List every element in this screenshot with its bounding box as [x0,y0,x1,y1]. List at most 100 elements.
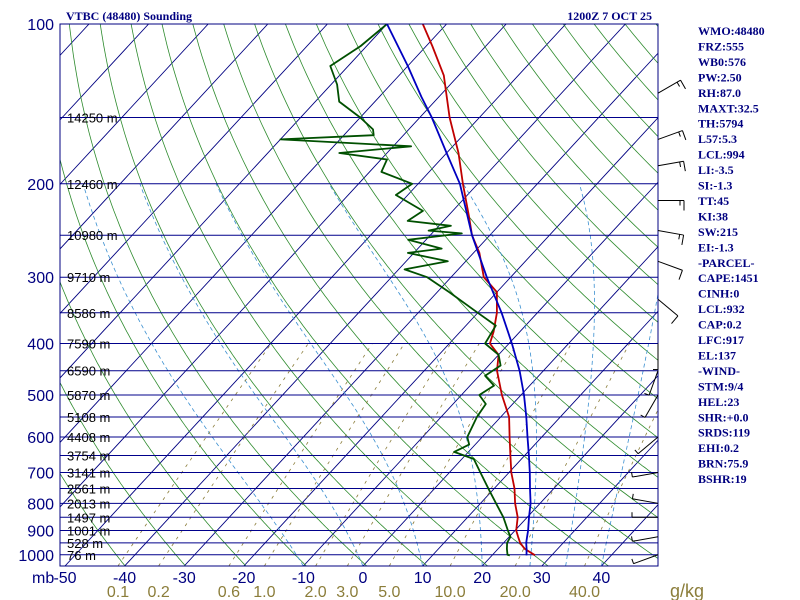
dry-adiabat-line [60,472,126,566]
wind-barb-staff [657,260,683,271]
index-readout: SW:215 [698,225,738,239]
index-readout: BRN:75.9 [698,457,748,471]
wind-barb [631,536,659,542]
wind-barb-half-flag [631,493,634,499]
temperature-tick-label: 30 [533,570,551,587]
moist-adiabat-line [139,183,364,566]
index-readout: HEL:23 [698,395,739,409]
wind-barb-flag [681,130,687,141]
pressure-label: 200 [27,177,54,194]
index-readout: EL:137 [698,348,736,362]
mixing-ratio-line [388,343,518,566]
wind-barb-half-flag [678,234,681,240]
index-readout: LFC:917 [698,333,744,347]
moist-adiabat-line [328,183,483,566]
moist-adiabat-line [462,183,537,566]
isotherm-line [60,24,507,508]
wind-barb-staff [633,554,659,565]
height-label: 6590 m [67,364,110,379]
dry-adiabat-line [161,24,549,566]
wind-barb [640,394,659,418]
pressure-label: 400 [27,337,54,354]
wind-barb-half-flag [640,414,646,418]
dry-adiabat-line [60,157,307,566]
mixing-ratio-unit: g/kg [670,581,704,600]
dry-adiabat-line [779,24,800,566]
background-grid [60,24,800,566]
temperature-tick-label: 40 [593,570,611,587]
wind-barbs [631,79,687,565]
dry-adiabat-line [285,24,658,478]
dry-adiabat-line [68,24,368,566]
dewpoint-profile [279,24,512,557]
isotherm-line [60,24,388,379]
pressure-label: 300 [27,270,54,287]
wind-barb-flag [671,315,679,324]
index-readout: CAP:0.2 [698,318,742,332]
index-readout: -WIND- [698,364,740,378]
isotherm-line [362,246,658,566]
height-label: 5870 m [67,388,110,403]
mixing-ratio-label: 0.6 [218,584,240,600]
mixing-ratio-label: 1.0 [253,584,275,600]
wind-barb-flag [678,270,683,280]
wind-barb-staff [657,298,679,317]
wind-barb [657,130,687,141]
wind-barb-flag [683,161,686,172]
temperature-tick-label: -30 [173,570,196,587]
wind-barb-half-flag [631,472,633,478]
pressure-label: 1000 [18,548,54,565]
height-label: 14250 m [67,110,118,125]
sounding-profiles [279,24,536,557]
dry-adiabat-line [562,24,658,138]
temperature-tick-label: -50 [53,570,76,587]
height-label: 3141 m [67,466,110,481]
height-label: 1497 m [67,510,110,525]
wind-barb-half-flag [634,449,639,455]
dry-adiabat-line [377,24,658,361]
pressure-label: 900 [27,523,54,540]
wind-barb [657,79,686,94]
height-label: 5108 m [67,410,110,425]
isotherm-line [60,24,328,315]
temperature-tick-label: 20 [473,570,491,587]
mixing-ratio-line [158,343,309,566]
mixing-ratio-line [117,343,272,566]
mixing-ratio-label: 0.1 [107,584,129,600]
index-readout: CINH:0 [698,287,739,301]
dry-adiabat-line [192,24,609,566]
moist-adiabat-line [82,183,304,566]
moist-adiabat-line [565,183,595,566]
index-readout: LCL:932 [698,302,745,316]
temperature-tick-label: -10 [292,570,315,587]
height-label: 528 m [67,536,103,551]
wind-barb [653,343,659,371]
index-readout: EI:-1.3 [698,240,734,254]
wind-barb-staff [648,370,659,396]
isotherm-line [541,439,658,566]
height-label: 4408 m [67,430,110,445]
height-label: 9710 m [67,270,110,285]
wind-barb-half-flag [631,536,633,542]
wind-barb-half-flag [631,558,635,564]
wind-barb [631,472,659,478]
index-readout: -PARCEL- [698,256,754,270]
wind-barb [634,436,659,455]
isotherm-line [60,24,447,444]
height-label: 76 m [67,548,96,563]
index-readout: LI:-3.5 [698,163,734,177]
height-label: 2013 m [67,496,110,511]
index-readout: TH:5794 [698,117,743,131]
dry-adiabat-line [254,24,658,519]
dry-adiabat-line [532,24,658,174]
isobar-lines [60,23,658,556]
isotherm-line [60,24,149,121]
dry-adiabat-line [346,24,658,400]
height-label: 8586 m [67,306,110,321]
mixing-ratio-line [346,343,480,566]
temperature-tick-label: 10 [414,570,432,587]
isotherm-line [60,24,209,186]
index-readout: EHI:0.2 [698,441,739,455]
wind-barb-flag [681,234,685,246]
